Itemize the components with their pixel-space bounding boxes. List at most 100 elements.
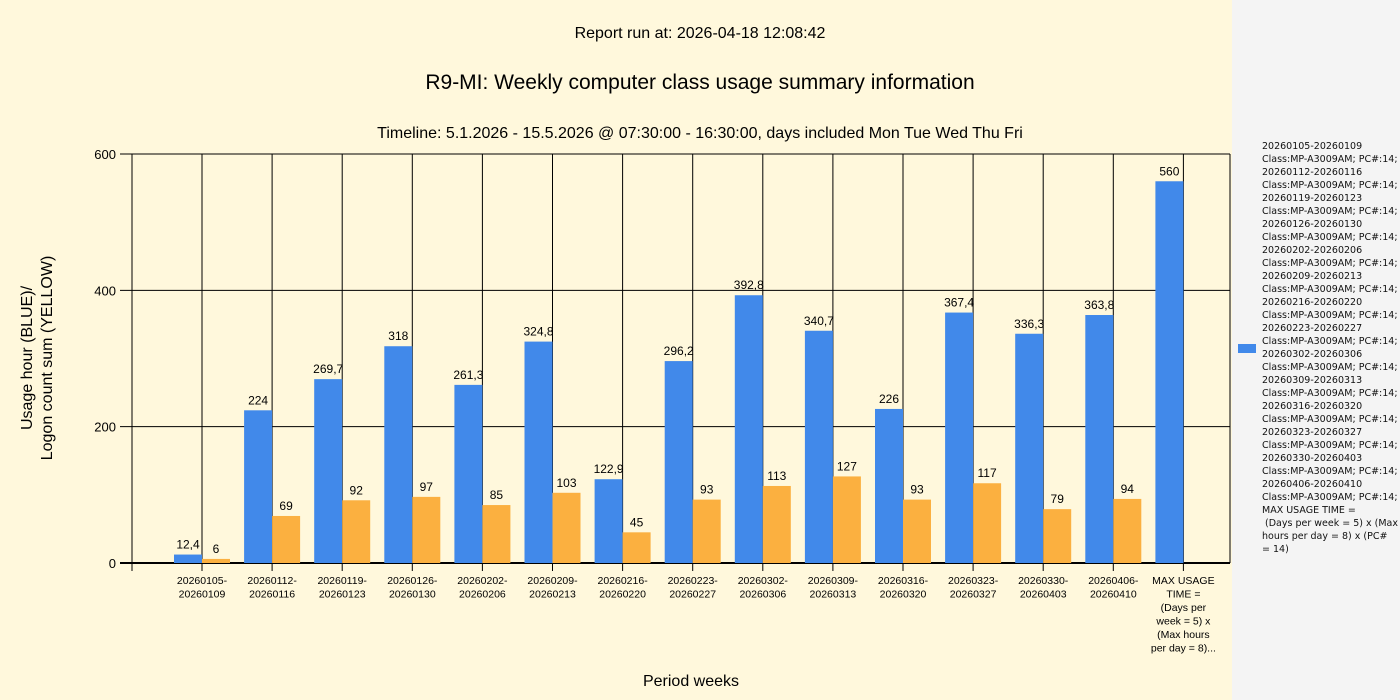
- x-tick-label: 20260216-: [597, 575, 648, 587]
- x-tick-label: 20260119-: [317, 575, 367, 587]
- legend-entry: 20260316-20260320: [1262, 401, 1363, 412]
- data-label: 6: [213, 542, 220, 556]
- legend-entry: 20260223-20260227: [1262, 323, 1363, 334]
- x-tick-label: 20260320: [880, 589, 927, 601]
- bar-usage: [244, 410, 273, 563]
- x-tick-label: 20260316-: [878, 575, 929, 587]
- data-label: 560: [1159, 164, 1179, 178]
- bar-usage: [1015, 333, 1044, 563]
- x-tick-label: 20260220: [599, 589, 646, 601]
- x-tick-label: 20260330-: [1018, 575, 1069, 587]
- legend-swatch-blue: [1238, 344, 1256, 353]
- legend-entry: Class:MP-A3009AM; PC#:14;: [1262, 362, 1398, 373]
- x-tick-label: 20260116: [249, 589, 295, 601]
- bar-usage: [804, 330, 833, 563]
- bar-logon: [342, 500, 371, 563]
- data-label: 269,7: [313, 362, 343, 376]
- legend-entry: Class:MP-A3009AM; PC#:14;: [1262, 284, 1398, 295]
- legend-entry: Class:MP-A3009AM; PC#:14;: [1262, 492, 1398, 503]
- bar-logon: [202, 558, 230, 563]
- legend-panel: [1232, 0, 1400, 700]
- legend-entry: = 14): [1262, 544, 1289, 555]
- legend-entry: Class:MP-A3009AM; PC#:14;: [1262, 388, 1398, 399]
- bar-usage: [314, 379, 343, 563]
- data-label: 69: [279, 499, 293, 513]
- y-tick-label: 0: [109, 556, 116, 571]
- bar-usage: [594, 479, 623, 563]
- data-label: 103: [556, 476, 576, 490]
- chart: Report run at: 2026-04-18 12:08:42 R9-MI:…: [19, 25, 1231, 690]
- data-label: 79: [1051, 492, 1065, 506]
- bar-usage: [734, 295, 763, 563]
- legend-entry: 20260330-20260403: [1262, 453, 1363, 464]
- legend-entry: 20260302-20260306: [1262, 349, 1363, 360]
- legend-entry: Class:MP-A3009AM; PC#:14;: [1262, 440, 1398, 451]
- x-tick-label: 20260410: [1090, 589, 1137, 601]
- data-label: 113: [767, 469, 786, 483]
- legend-entry: 20260216-20260220: [1262, 297, 1363, 308]
- bar-logon: [412, 496, 441, 563]
- legend-entry: 20260209-20260213: [1262, 271, 1363, 282]
- legend-entry: Class:MP-A3009AM; PC#:14;: [1262, 180, 1398, 191]
- x-tick-label: 20260130: [389, 589, 436, 601]
- x-tick-label: 20260327: [950, 589, 997, 601]
- legend-entry: 20260112-20260116: [1262, 167, 1363, 178]
- bar-logon: [1113, 498, 1142, 563]
- data-label: 336,3: [1014, 317, 1044, 331]
- x-tick-label: (Max hours: [1157, 629, 1210, 641]
- bar-logon: [903, 499, 931, 563]
- bar-logon: [622, 532, 651, 563]
- x-tick-label: per day = 8)...: [1151, 643, 1216, 655]
- bar-usage: [384, 346, 413, 563]
- legend-entry: Class:MP-A3009AM; PC#:14;: [1262, 466, 1398, 477]
- data-label: 85: [490, 488, 504, 502]
- x-tick-label: 20260323-: [948, 575, 999, 587]
- data-label: 45: [630, 515, 644, 529]
- x-tick-label: 20260313: [810, 589, 857, 601]
- data-label: 92: [350, 483, 364, 497]
- data-label: 93: [910, 483, 924, 497]
- x-tick-label: 20260126-: [387, 575, 438, 587]
- legend-entry: hours per day = 8) x (PC#: [1262, 531, 1388, 542]
- legend-entry: Class:MP-A3009AM; PC#:14;: [1262, 336, 1398, 347]
- legend-entry: Class:MP-A3009AM; PC#:14;: [1262, 258, 1398, 269]
- x-tick-label: 20260209-: [527, 575, 578, 587]
- x-tick-label: 20260213: [529, 589, 576, 601]
- data-label: 318: [388, 329, 408, 343]
- data-label: 93: [700, 483, 714, 497]
- legend-entry: 20260202-20260206: [1262, 245, 1363, 256]
- data-label: 367,4: [944, 296, 974, 310]
- data-label: 122,9: [594, 462, 624, 476]
- y-tick-label: 400: [94, 283, 116, 298]
- chart-subtitle: Timeline: 5.1.2026 - 15.5.2026 @ 07:30:0…: [377, 125, 1023, 142]
- data-label: 296,2: [664, 344, 694, 358]
- bar-usage: [945, 312, 974, 563]
- chart-title: R9-MI: Weekly computer class usage summa…: [425, 71, 974, 94]
- legend-entry: 20260406-20260410: [1262, 479, 1363, 490]
- x-tick-label: 20260105-: [177, 575, 228, 587]
- bar-logon: [692, 499, 721, 563]
- data-label: 226: [879, 392, 899, 406]
- x-tick-label: 20260223-: [668, 575, 719, 587]
- x-axis-label: Period weeks: [643, 673, 739, 690]
- x-tick-label: 20260109: [179, 589, 226, 601]
- bar-usage: [524, 341, 553, 563]
- data-label: 12,4: [176, 538, 200, 552]
- x-tick-label: TIME =: [1166, 589, 1200, 601]
- bar-logon: [272, 515, 301, 563]
- x-tick-label: 20260112-: [247, 575, 297, 587]
- bar-logon: [552, 492, 581, 563]
- y-axis-label: Logon count sum (YELLOW): [39, 256, 56, 461]
- x-tick-label: MAX USAGE: [1152, 575, 1214, 587]
- x-tick-label: 20260403: [1020, 589, 1067, 601]
- report-run-text: Report run at: 2026-04-18 12:08:42: [575, 25, 826, 42]
- legend-entry: Class:MP-A3009AM; PC#:14;: [1262, 206, 1398, 217]
- legend-entry: Class:MP-A3009AM; PC#:14;: [1262, 310, 1398, 321]
- data-label: 392,8: [734, 278, 764, 292]
- data-label: 97: [420, 480, 434, 494]
- y-tick-label: 600: [94, 147, 116, 162]
- x-tick-label: (Days per: [1161, 602, 1207, 614]
- x-tick-label: 20260206: [459, 589, 506, 601]
- data-label: 363,8: [1084, 298, 1114, 312]
- data-label: 340,7: [804, 314, 834, 328]
